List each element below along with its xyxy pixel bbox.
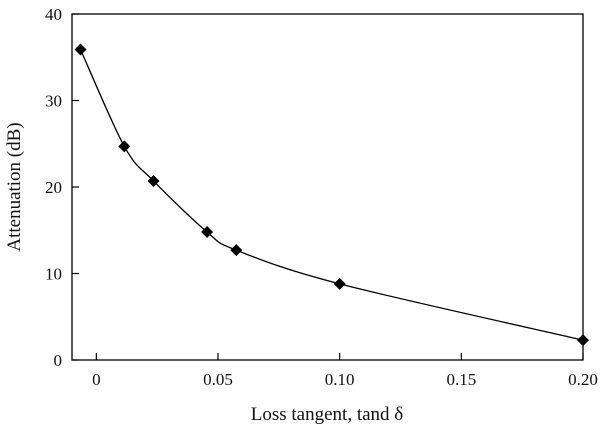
data-point-marker [230, 244, 243, 257]
x-tick-label: 0 [92, 370, 101, 389]
y-tick-label: 10 [45, 265, 62, 284]
x-axis-ticks: 0 0.05 0.10 0.15 0.20 [92, 353, 598, 389]
x-tick-label: 0.20 [568, 370, 598, 389]
x-tick-label: 0.05 [203, 370, 233, 389]
x-tick-label: 0.10 [325, 370, 355, 389]
data-point-marker [201, 225, 214, 238]
plot-frame [71, 13, 584, 361]
y-tick-label: 20 [45, 178, 62, 197]
data-point-marker [147, 174, 160, 187]
y-tick-label: 0 [54, 351, 63, 370]
series-line [79, 49, 584, 341]
data-point-marker [74, 43, 87, 56]
data-point-marker [577, 334, 589, 347]
y-axis-ticks: 0 10 20 30 40 [45, 5, 79, 370]
y-tick-label: 40 [45, 5, 62, 24]
data-point-marker [333, 277, 346, 290]
series-layer [74, 43, 589, 347]
data-point-marker [118, 140, 131, 153]
x-tick-label: 0.15 [446, 370, 476, 389]
y-tick-label: 30 [45, 92, 62, 111]
x-axis-title: Loss tangent, tand δ [251, 404, 404, 425]
y-axis-title: Attenuation (dB) [4, 122, 25, 251]
